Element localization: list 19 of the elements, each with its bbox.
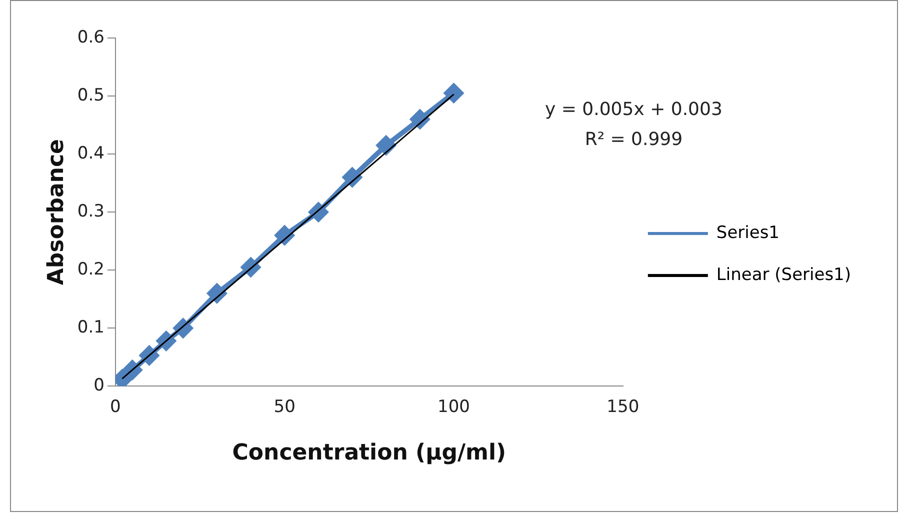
point bbox=[376, 136, 396, 155]
x-tick-label: 0 bbox=[110, 396, 121, 417]
x-tick-label: 100 bbox=[438, 396, 470, 417]
x-tick-label: 50 bbox=[274, 396, 296, 417]
y-tick-label: 0.4 bbox=[77, 143, 104, 164]
y-tick-label: 0 bbox=[94, 376, 104, 396]
y-tick-label: 0.3 bbox=[77, 202, 104, 222]
legend-label: Series1 bbox=[716, 222, 780, 243]
y-tick-label: 0.6 bbox=[77, 27, 104, 48]
x-tick-label: 150 bbox=[606, 396, 640, 417]
x-axis-title: Concentration (µg/ml) bbox=[232, 440, 506, 466]
y-axis-title: Absorbance bbox=[44, 139, 69, 286]
annotation: R² = 0.999 bbox=[584, 128, 684, 152]
legend-label: Linear (Series1) bbox=[716, 264, 852, 285]
point bbox=[444, 84, 464, 103]
y-tick-label: 0.5 bbox=[77, 85, 104, 106]
annotation: y = 0.005x + 0.003 bbox=[545, 98, 722, 122]
y-tick-label: 0.2 bbox=[77, 260, 104, 280]
y-tick-label: 0.1 bbox=[77, 318, 104, 338]
